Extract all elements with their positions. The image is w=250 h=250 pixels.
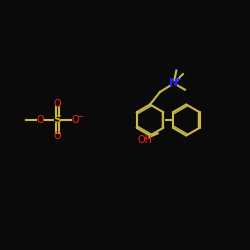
Text: S: S	[54, 115, 62, 125]
Text: OH: OH	[138, 135, 153, 145]
Text: N: N	[169, 78, 178, 88]
Text: +: +	[174, 74, 182, 84]
Text: −: −	[76, 112, 84, 121]
Text: O: O	[36, 115, 44, 125]
Text: O: O	[54, 99, 61, 109]
Text: O: O	[54, 131, 61, 141]
Text: O: O	[71, 115, 79, 125]
